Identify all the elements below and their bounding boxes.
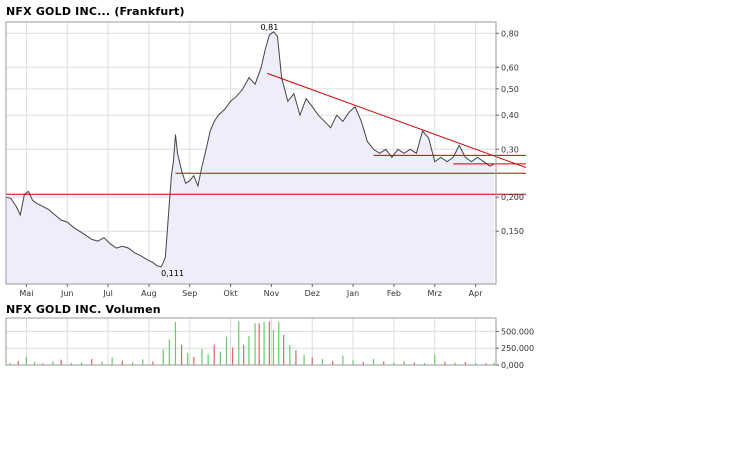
- price-x-tick-label: Feb: [387, 289, 401, 298]
- volume-y-tick-label: 0,000: [501, 361, 524, 370]
- volume-bar: [131, 362, 134, 365]
- volume-bar: [485, 363, 487, 365]
- price-annotations: 0,81 0,111: [161, 23, 278, 278]
- volume-bar: [70, 362, 72, 365]
- volume-bar: [493, 362, 495, 365]
- volume-bar: [295, 350, 297, 365]
- volume-bars: [9, 321, 495, 365]
- volume-bar: [272, 330, 275, 365]
- volume-bar: [91, 358, 93, 365]
- volume-bar: [193, 356, 195, 365]
- trendlines: [6, 72, 527, 195]
- volume-bar: [283, 334, 285, 365]
- volume-bar: [342, 355, 344, 365]
- volume-bar: [248, 336, 250, 365]
- volume-bar: [311, 357, 313, 365]
- volume-bar: [42, 363, 44, 365]
- volume-bar: [474, 362, 477, 365]
- price-chart-title: NFX GOLD INC... (Frankfurt): [6, 5, 185, 18]
- price-annotation-label: 0,111: [161, 269, 184, 278]
- price-y-tick-label: 0,40: [501, 111, 519, 120]
- volume-bar: [101, 361, 103, 365]
- volume-bar: [352, 360, 354, 365]
- volume-bar: [9, 362, 11, 365]
- price-y-axis: 0,80 0,60 0,50 0,40 0,30 0,200 0,150: [496, 29, 524, 236]
- volume-bar: [213, 344, 215, 365]
- volume-bar: [332, 360, 334, 365]
- volume-bar: [168, 339, 170, 365]
- volume-bar: [434, 354, 436, 365]
- volume-bar: [258, 323, 260, 365]
- price-y-tick-label: 0,60: [501, 63, 519, 72]
- price-x-tick-label: Jul: [102, 289, 113, 298]
- price-x-tick-label: Nov: [264, 289, 280, 298]
- volume-bar: [121, 360, 123, 365]
- volume-bar: [413, 362, 415, 365]
- price-y-tick-label: 0,30: [501, 145, 519, 154]
- price-x-axis: Mai Jun Jul Aug Sep Okt Nov Dez Jan Feb Mrz Apr: [19, 284, 483, 298]
- volume-bar: [268, 321, 270, 365]
- volume-bar: [263, 322, 265, 365]
- trendline: [267, 72, 527, 169]
- volume-bar: [25, 356, 28, 365]
- price-area-fill: [6, 31, 494, 284]
- price-x-tick-label: Mrz: [428, 289, 442, 298]
- price-x-tick-label: Apr: [469, 289, 484, 298]
- volume-bar: [180, 344, 183, 365]
- volume-chart-title: NFX GOLD INC. Volumen: [6, 303, 161, 316]
- price-x-tick-label: Mai: [19, 289, 33, 298]
- volume-y-axis: 500.000 250.000 0,000: [496, 327, 534, 370]
- volume-y-tick-label: 250.000: [501, 344, 534, 353]
- volume-plot-frame: [5, 317, 497, 366]
- volume-bar: [219, 351, 221, 365]
- volume-bar: [403, 360, 405, 365]
- volume-bar: [303, 354, 305, 365]
- volume-bar: [289, 344, 291, 365]
- volume-bar: [174, 322, 177, 365]
- volume-bar: [254, 323, 256, 365]
- volume-bar: [17, 360, 19, 365]
- volume-bar: [423, 362, 426, 365]
- volume-bar: [187, 352, 189, 365]
- volume-bar: [372, 358, 375, 365]
- volume-bar: [80, 362, 83, 365]
- volume-bar: [52, 361, 54, 365]
- volume-bar: [142, 359, 144, 365]
- price-x-tick-label: Sep: [182, 289, 197, 298]
- volume-y-tick-label: 500.000: [501, 327, 534, 336]
- price-y-tick-label: 0,80: [501, 29, 519, 38]
- volume-bar: [225, 336, 228, 365]
- price-x-tick-label: Jun: [60, 289, 74, 298]
- volume-bar: [238, 321, 240, 365]
- price-x-tick-label: Dez: [305, 289, 320, 298]
- price-x-tick-label: Okt: [224, 289, 238, 298]
- price-y-tick-label: 0,150: [501, 227, 524, 236]
- volume-bar: [152, 361, 154, 365]
- volume-bar: [278, 322, 280, 365]
- price-series-line: [5, 31, 495, 268]
- volume-bar: [33, 361, 36, 365]
- volume-bar: [321, 358, 324, 365]
- price-y-tick-label: 0,200: [501, 193, 524, 202]
- volume-bar: [111, 357, 113, 365]
- volume-bar: [232, 347, 234, 365]
- volume-bar: [383, 361, 385, 365]
- volume-bar: [362, 361, 364, 365]
- price-plot-frame: [5, 21, 497, 285]
- volume-bar: [60, 359, 62, 365]
- volume-bar: [464, 361, 466, 365]
- price-y-tick-label: 0,50: [501, 85, 519, 94]
- volume-bar: [243, 344, 245, 365]
- volume-bar: [201, 348, 203, 365]
- volume-bar: [393, 362, 395, 365]
- volume-bar: [207, 354, 209, 365]
- volume-bar: [162, 349, 164, 365]
- volume-bar: [454, 362, 456, 365]
- volume-bar: [444, 361, 446, 365]
- price-x-tick-label: Aug: [141, 289, 157, 298]
- price-x-tick-label: Jan: [346, 289, 359, 298]
- volume-gridlines: [6, 318, 496, 366]
- price-annotation-label: 0,81: [260, 23, 278, 32]
